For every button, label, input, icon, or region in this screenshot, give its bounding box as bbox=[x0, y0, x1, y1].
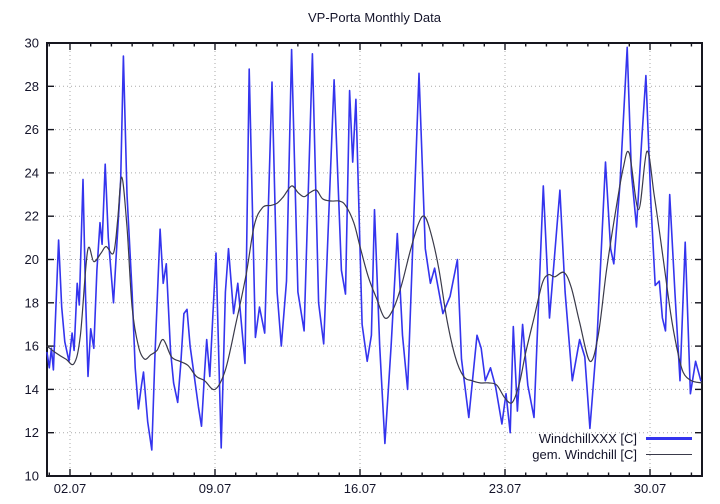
chart-title: VP-Porta Monthly Data bbox=[308, 10, 441, 25]
legend-label-gem-windchill: gem. Windchill [C] bbox=[532, 446, 637, 462]
legend-label-windchillxxx: WindchillXXX [C] bbox=[538, 430, 637, 446]
x-tick-label: 09.07 bbox=[199, 481, 232, 496]
y-tick-label: 26 bbox=[25, 122, 39, 137]
y-tick-label: 30 bbox=[25, 36, 39, 51]
legend-item-gem-windchill: gem. Windchill [C] bbox=[532, 446, 692, 462]
x-tick-label: 16.07 bbox=[344, 481, 377, 496]
y-tick-label: 16 bbox=[25, 339, 39, 354]
y-tick-label: 22 bbox=[25, 209, 39, 224]
y-tick-label: 24 bbox=[25, 165, 39, 180]
y-tick-label: 12 bbox=[25, 425, 39, 440]
series-line-gem-windchill bbox=[46, 150, 703, 404]
x-tick-label: 23.07 bbox=[489, 481, 522, 496]
legend-line-sample-gem-windchill bbox=[646, 453, 692, 455]
y-tick-label: 18 bbox=[25, 295, 39, 310]
plot-border bbox=[46, 42, 703, 477]
legend-line-sample-windchillxxx bbox=[646, 436, 692, 440]
x-tick-label: 02.07 bbox=[54, 481, 87, 496]
legend-item-windchillxxx: WindchillXXX [C] bbox=[532, 430, 692, 446]
y-tick-label: 28 bbox=[25, 79, 39, 94]
y-tick-label: 14 bbox=[25, 382, 39, 397]
y-tick-label: 20 bbox=[25, 252, 39, 267]
x-tick-label: 30.07 bbox=[634, 481, 667, 496]
series-line-windchillxxx bbox=[46, 46, 702, 451]
legend: WindchillXXX [C] gem. Windchill [C] bbox=[532, 430, 692, 462]
y-tick-label: 10 bbox=[25, 469, 39, 484]
